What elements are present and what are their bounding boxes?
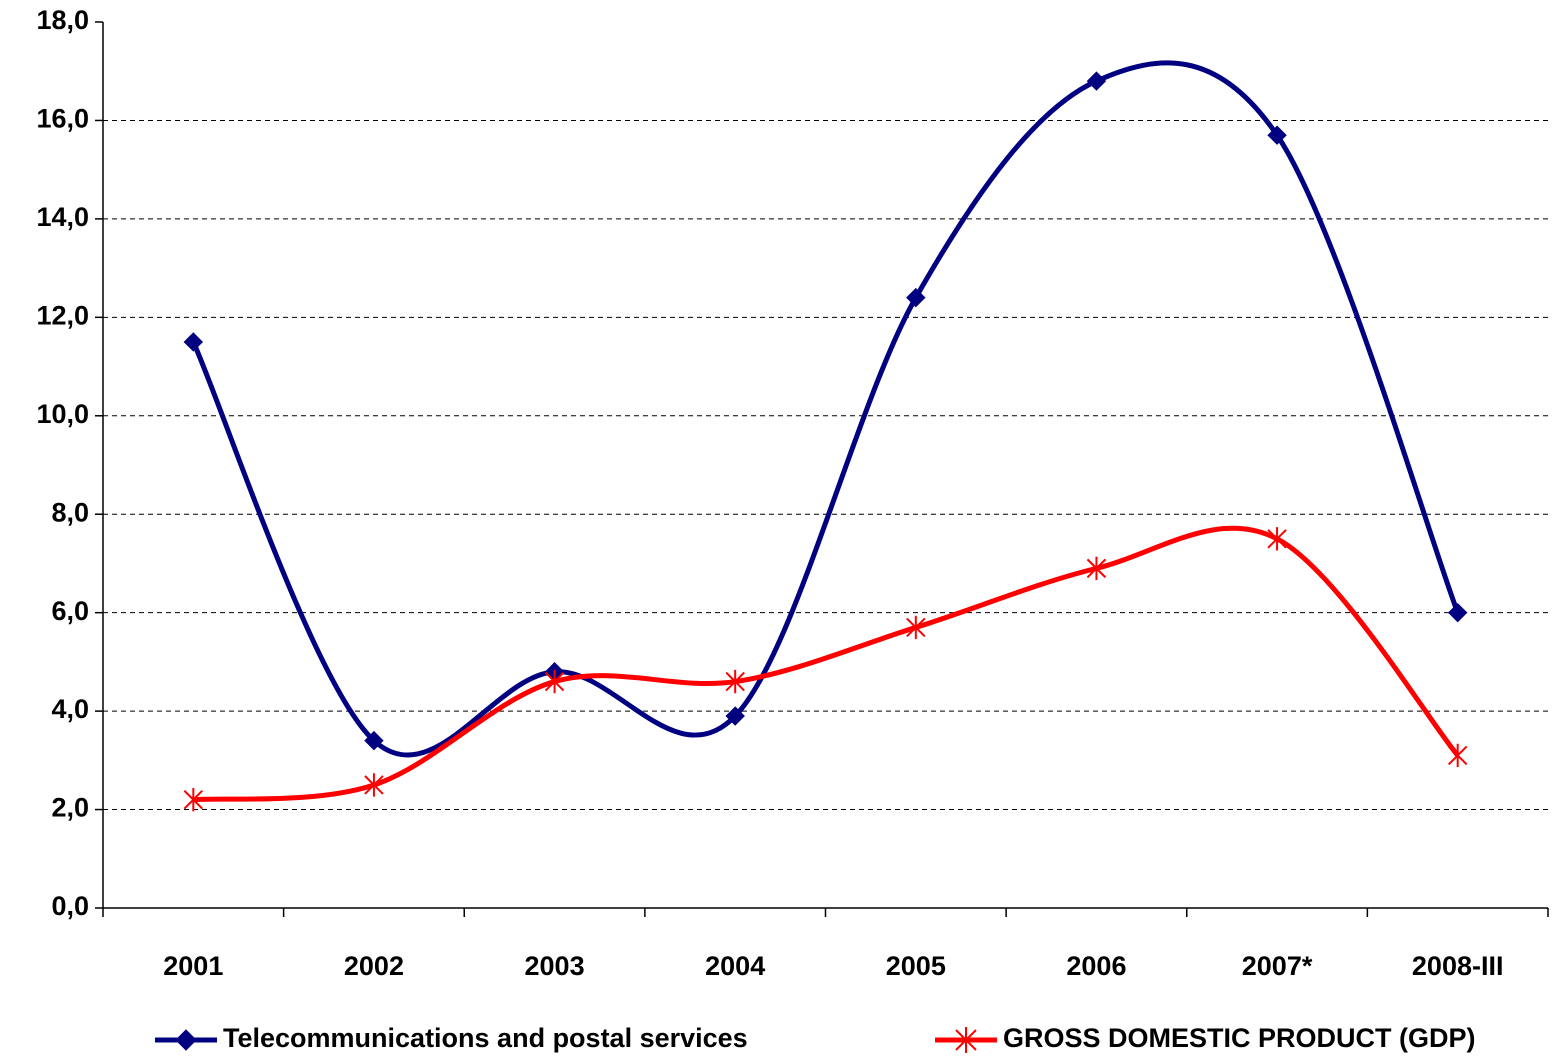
series-line (191, 60, 1461, 758)
marker (1086, 556, 1107, 581)
marker (1447, 743, 1468, 768)
y-tick-label: 4,0 (51, 694, 89, 724)
marker (544, 669, 565, 694)
y-tick-label: 18,0 (36, 5, 89, 35)
y-tick-label: 6,0 (51, 596, 89, 626)
y-tick-label: 10,0 (36, 399, 89, 429)
x-tick-label: 2006 (1066, 951, 1126, 981)
marker (906, 615, 926, 640)
marker (725, 669, 745, 694)
marker (183, 788, 204, 812)
legend-label: Telecommunications and postal services (223, 1023, 748, 1053)
y-tick-label: 14,0 (36, 202, 89, 232)
marker (725, 706, 745, 726)
marker (175, 1029, 197, 1051)
x-tick-label: 2007* (1242, 951, 1313, 981)
x-tick-label: 2001 (163, 951, 223, 981)
marker (183, 332, 204, 352)
y-tick-label: 8,0 (51, 497, 89, 527)
marker (1086, 71, 1107, 91)
marker (364, 773, 384, 797)
marker (364, 730, 384, 751)
y-tick-label: 12,0 (36, 300, 89, 330)
x-tick-label: 2004 (705, 951, 765, 981)
marker (1267, 125, 1287, 145)
x-tick-label: 2008-III (1412, 951, 1504, 981)
marker (955, 1027, 977, 1053)
marker (1267, 527, 1287, 551)
y-tick-label: 0,0 (51, 891, 89, 921)
series-line (193, 525, 1460, 803)
x-tick-label: 2003 (525, 951, 585, 981)
y-tick-label: 2,0 (51, 793, 89, 823)
marker (906, 287, 926, 308)
legend-label: GROSS DOMESTIC PRODUCT (GDP) (1003, 1023, 1476, 1053)
x-tick-label: 2002 (344, 951, 404, 981)
y-tick-label: 16,0 (36, 104, 89, 134)
marker (1447, 602, 1468, 623)
x-tick-label: 2005 (886, 951, 946, 981)
